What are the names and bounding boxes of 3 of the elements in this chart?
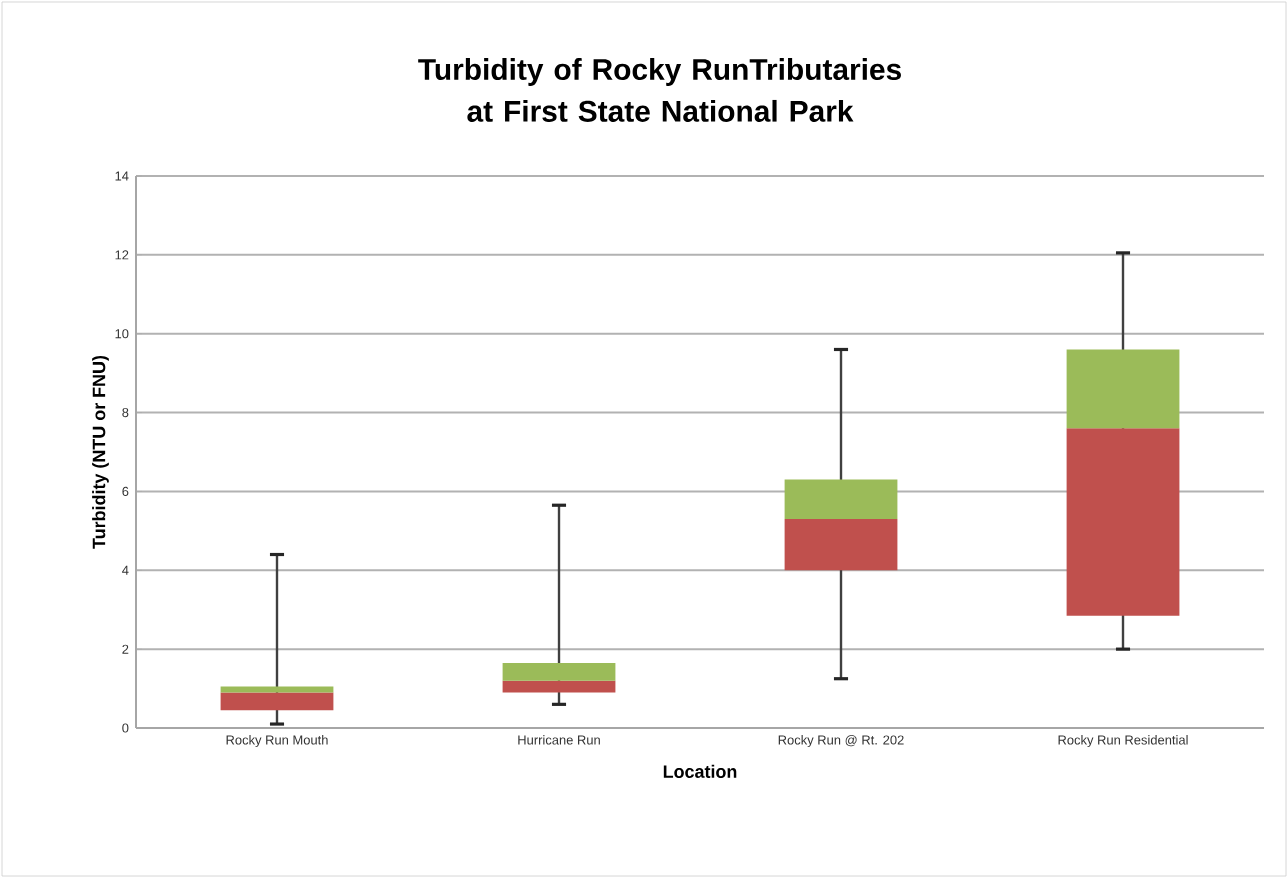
chart-title: Turbidity of Rocky RunTributaries at First State National Park [418,58,901,122]
y-axis-title: Turbidity (NTU or FNU) [92,355,109,549]
x-axis-title: Location [663,764,737,778]
